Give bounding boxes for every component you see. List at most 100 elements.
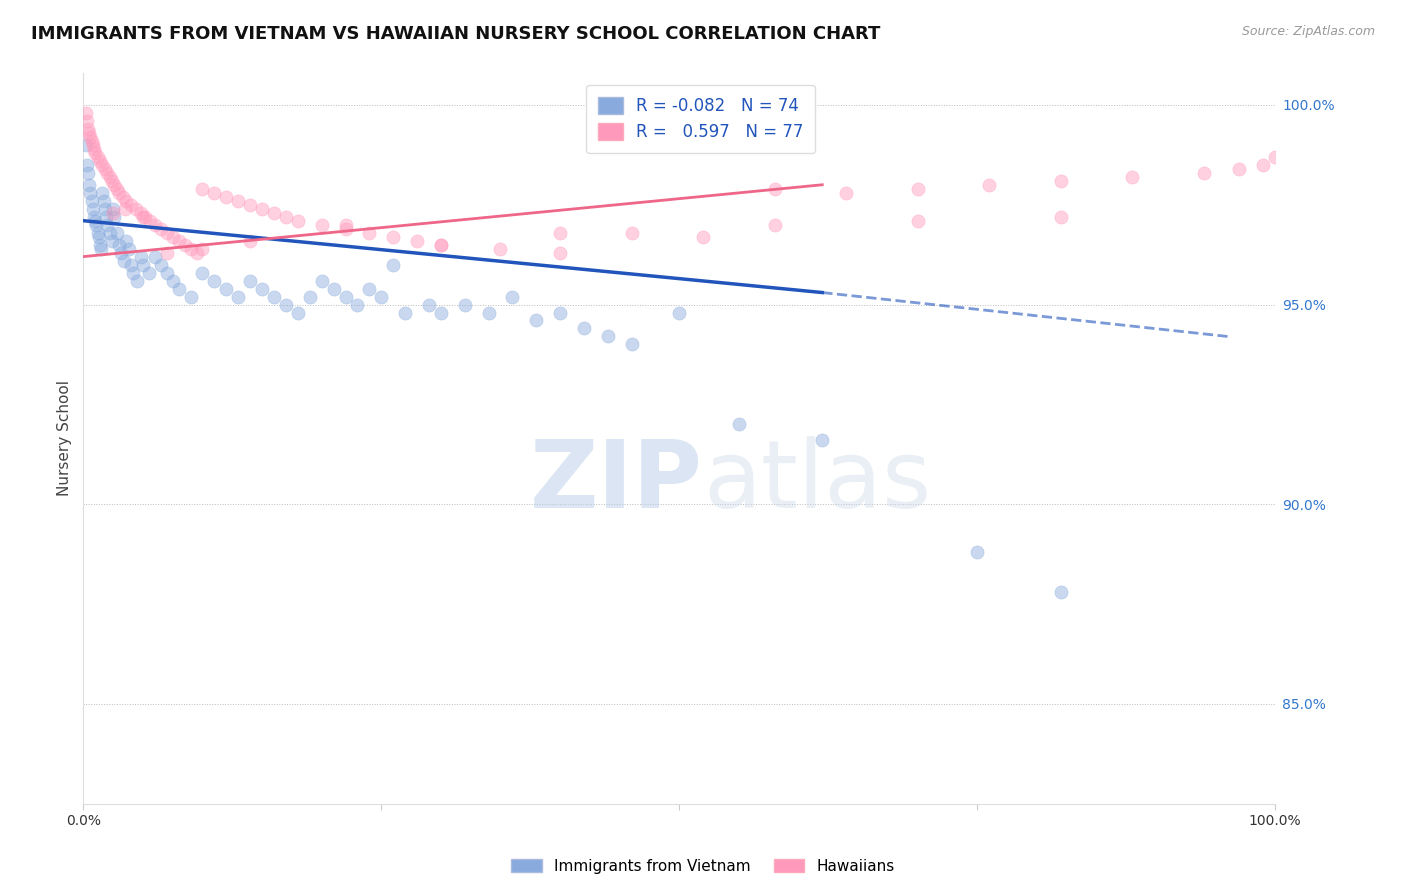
Point [115,194,138,208]
Point [501,289,523,303]
Point [548,226,571,240]
Point [76,114,98,128]
Point [287,213,309,227]
Point [79,186,101,200]
Point [191,266,214,280]
Point [311,274,333,288]
Point [835,186,858,200]
Point [120,258,142,272]
Point [139,213,162,227]
Point [129,205,152,219]
Point [263,205,285,219]
Point [103,178,125,192]
Point [907,182,929,196]
Point [132,258,155,272]
Point [250,202,273,216]
Text: ZIP: ZIP [530,436,703,528]
Point [548,245,571,260]
Point [115,234,138,248]
Point [156,245,179,260]
Point [96,166,118,180]
Point [162,229,184,244]
Point [101,234,124,248]
Point [763,218,786,232]
Point [524,313,547,327]
Point [149,221,172,235]
Point [75,137,97,152]
Point [811,434,834,448]
Point [101,202,124,216]
Point [77,178,100,192]
Point [263,289,285,303]
Point [186,245,208,260]
Point [489,242,512,256]
Point [1049,210,1071,224]
Point [110,245,132,260]
Point [359,226,381,240]
Point [430,237,453,252]
Point [620,226,643,240]
Point [1049,585,1071,599]
Point [335,289,357,303]
Point [93,202,115,216]
Point [82,202,104,216]
Point [87,229,110,244]
Point [692,229,714,244]
Point [311,218,333,232]
Point [1229,161,1251,176]
Point [322,281,344,295]
Point [93,194,115,208]
Point [77,166,100,180]
Point [101,174,124,188]
Point [239,234,262,248]
Point [1121,169,1143,184]
Point [84,145,107,160]
Point [226,289,249,303]
Point [112,253,135,268]
Point [122,266,145,280]
Point [274,210,297,224]
Point [239,274,262,288]
Point [91,158,114,172]
Point [117,242,139,256]
Point [620,337,643,351]
Point [80,134,103,148]
Point [966,545,988,559]
Point [143,218,166,232]
Point [86,226,108,240]
Point [202,186,225,200]
Point [103,210,125,224]
Point [101,205,124,219]
Point [83,142,105,156]
Point [89,237,111,252]
Point [156,226,179,240]
Point [77,121,100,136]
Legend: R = -0.082   N = 74, R =   0.597   N = 77: R = -0.082 N = 74, R = 0.597 N = 77 [586,85,815,153]
Point [89,153,111,168]
Point [359,281,381,295]
Point [94,210,117,224]
Point [134,210,156,224]
Point [83,210,105,224]
Point [86,218,108,232]
Point [77,126,100,140]
Point [202,274,225,288]
Point [382,229,405,244]
Point [105,226,128,240]
Point [132,210,155,224]
Point [90,242,112,256]
Point [1264,150,1286,164]
Point [477,305,499,319]
Text: atlas: atlas [703,436,931,528]
Point [167,281,190,295]
Point [454,297,477,311]
Point [1192,166,1215,180]
Point [173,237,195,252]
Point [125,274,148,288]
Point [191,182,214,196]
Point [143,250,166,264]
Point [394,305,416,319]
Point [572,321,595,335]
Point [1049,174,1071,188]
Point [108,186,131,200]
